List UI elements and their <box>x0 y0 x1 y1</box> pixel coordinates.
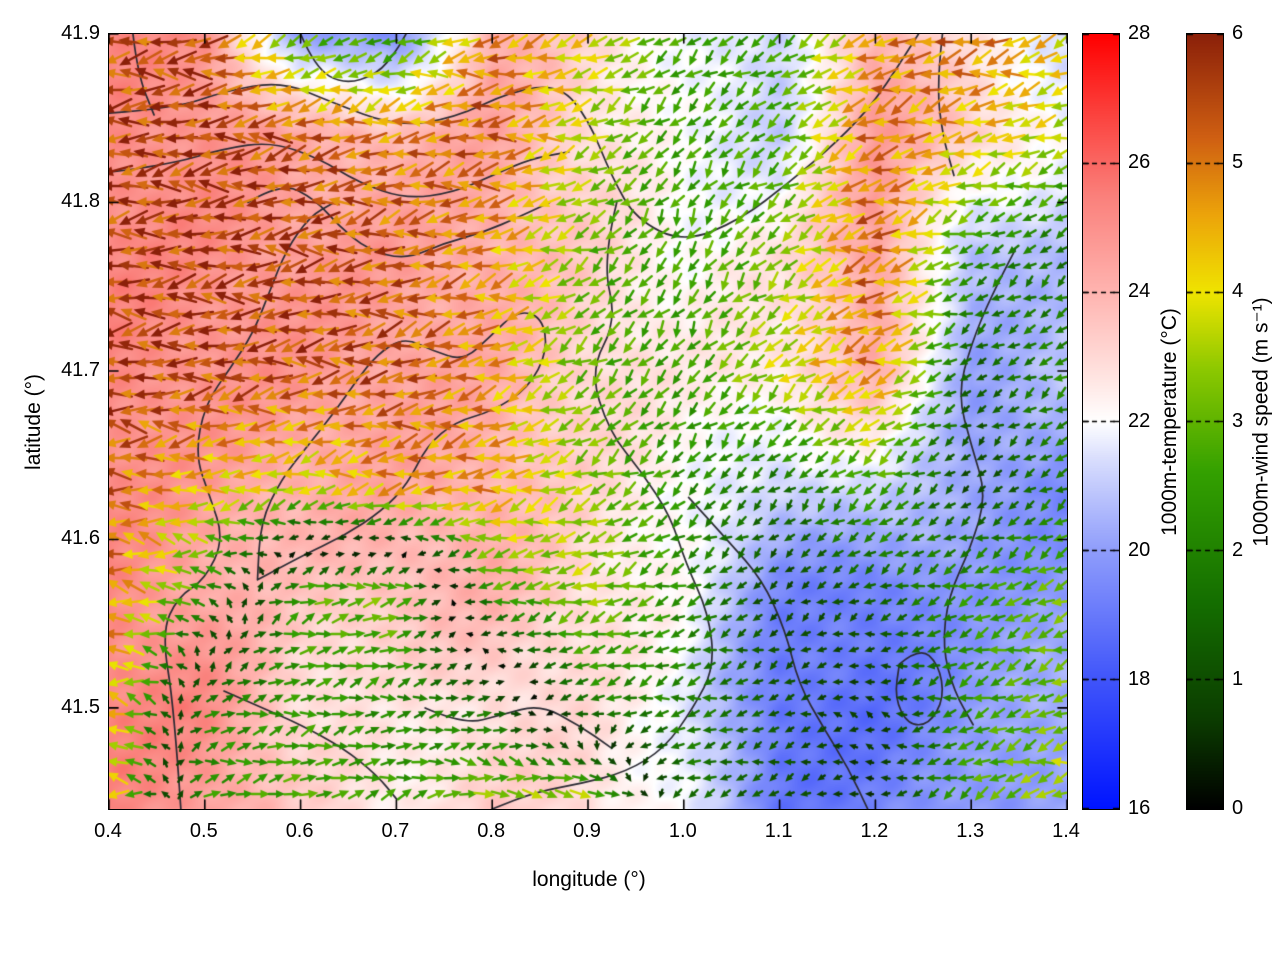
x-tick-label: 0.8 <box>477 820 506 842</box>
x-tick-label: 0.6 <box>285 820 314 842</box>
x-tick-label: 0.5 <box>189 820 218 842</box>
plot-frame <box>108 33 1068 810</box>
x-axis-title: longitude (°) <box>532 868 646 891</box>
wind-tick-label: 1 <box>1232 667 1244 690</box>
wind-tick-label: 6 <box>1232 22 1244 44</box>
x-tick-label: 0.4 <box>94 820 122 842</box>
temperature-tick-label: 24 <box>1128 280 1151 303</box>
wind-tick-label: 2 <box>1232 538 1244 561</box>
temperature-tick-label: 16 <box>1128 797 1151 819</box>
temperature-colorbar-frame <box>1082 33 1120 810</box>
y-tick-label: 41.5 <box>61 695 100 718</box>
wind-colorbar <box>1187 34 1223 809</box>
temperature-tick-label: 28 <box>1128 22 1151 44</box>
temperature-tick-label: 26 <box>1128 151 1151 174</box>
wind-tick-label: 3 <box>1232 409 1244 432</box>
x-tick-label: 0.7 <box>381 820 410 842</box>
x-tick-label: 0.9 <box>573 820 601 842</box>
y-tick-label: 41.6 <box>61 527 100 550</box>
temperature-colorbar <box>1083 34 1119 809</box>
x-tick-label: 1.1 <box>764 820 793 842</box>
x-tick-label: 1.4 <box>1052 820 1080 842</box>
x-tick-label: 1.0 <box>668 820 697 842</box>
temperature-tick-label: 20 <box>1128 538 1151 561</box>
wind-tick-label: 4 <box>1232 280 1244 303</box>
temperature-tick-label: 22 <box>1128 409 1151 432</box>
wind-tick-label: 5 <box>1232 151 1244 174</box>
wind-tick-label: 0 <box>1232 797 1244 819</box>
y-tick-label: 41.7 <box>61 358 100 381</box>
wind-colorbar-frame <box>1186 33 1224 810</box>
temperature-colorbar-title: 1000m-temperature (°C) <box>1158 308 1181 536</box>
x-tick-label: 1.2 <box>860 820 889 842</box>
y-tick-label: 41.9 <box>61 22 100 44</box>
y-tick-label: 41.8 <box>61 190 100 213</box>
plot-canvas <box>109 34 1067 809</box>
y-axis-title: latitude (°) <box>22 374 45 470</box>
wind-colorbar-title: 1000m-wind speed (m s⁻¹) <box>1249 297 1273 547</box>
temperature-tick-label: 18 <box>1128 667 1151 690</box>
x-tick-label: 1.3 <box>956 820 985 842</box>
